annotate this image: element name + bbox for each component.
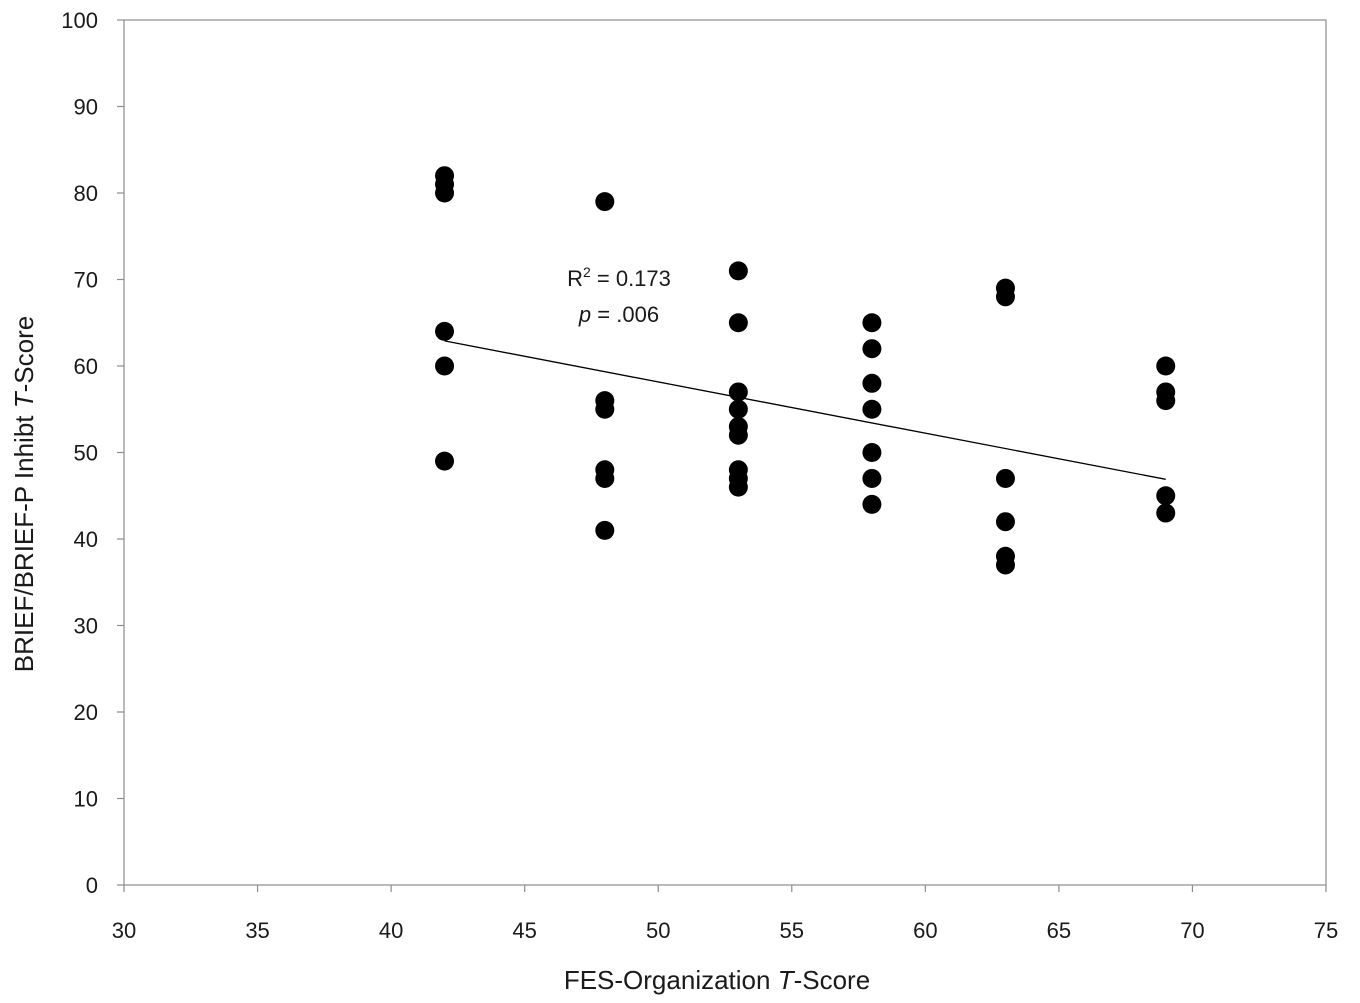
- data-point: [435, 321, 455, 341]
- data-point: [1156, 503, 1176, 523]
- x-tick-label: 55: [780, 918, 804, 943]
- y-tick-label: 40: [74, 527, 98, 552]
- data-point: [1156, 356, 1176, 376]
- data-point: [862, 399, 882, 419]
- plot-area: [123, 19, 1327, 886]
- x-tick-label: 40: [379, 918, 403, 943]
- x-tick-label: 50: [646, 918, 670, 943]
- data-point: [862, 443, 882, 462]
- x-tick-label: 65: [1047, 918, 1071, 943]
- data-point: [595, 468, 615, 488]
- data-point: [435, 183, 455, 203]
- data-point: [728, 399, 748, 419]
- x-tick-label: 30: [112, 918, 136, 943]
- data-point: [862, 339, 882, 359]
- x-tick-label: 75: [1314, 918, 1338, 943]
- data-points: [435, 166, 1176, 575]
- data-point: [728, 477, 748, 497]
- data-point: [862, 373, 882, 393]
- data-point: [435, 356, 455, 376]
- data-point: [595, 399, 615, 419]
- trendline: [444, 340, 1166, 480]
- x-tick-label: 60: [913, 918, 937, 943]
- y-tick-label: 100: [61, 8, 98, 33]
- y-tick-label: 90: [74, 95, 98, 120]
- data-point: [995, 512, 1015, 532]
- y-tick-label: 20: [74, 700, 98, 725]
- y-tick-label: 0: [86, 873, 98, 898]
- x-tick-label: 35: [245, 918, 269, 943]
- data-point: [728, 261, 748, 281]
- p-value-annotation: p = .006: [578, 302, 659, 327]
- data-point: [595, 192, 615, 212]
- y-axis-title: BRIEF/BRIEF-P Inhibt T-Score: [9, 316, 39, 672]
- y-tick-label: 70: [74, 268, 98, 293]
- data-point: [995, 468, 1015, 488]
- r-squared-annotation: R2 = 0.173: [567, 264, 671, 291]
- data-point: [995, 555, 1015, 575]
- data-point: [728, 425, 748, 445]
- x-tick-label: 45: [512, 918, 536, 943]
- data-point: [862, 313, 882, 333]
- x-axis-ticks: 30 35 40 45 50 55 60 65 70 75: [112, 885, 1338, 943]
- y-tick-label: 50: [74, 441, 98, 466]
- data-point: [728, 382, 748, 402]
- data-point: [862, 494, 882, 514]
- data-point: [1156, 391, 1176, 411]
- y-tick-label: 60: [74, 354, 98, 379]
- data-point: [1156, 486, 1176, 506]
- y-tick-label: 80: [74, 181, 98, 206]
- data-point: [995, 287, 1015, 307]
- data-point: [595, 520, 615, 540]
- y-tick-label: 10: [74, 787, 98, 812]
- x-axis-title: FES-Organization T-Score: [564, 965, 870, 995]
- trendline-group: [444, 340, 1166, 480]
- x-tick-label: 70: [1180, 918, 1204, 943]
- data-point: [435, 451, 455, 471]
- y-axis-ticks: 0 10 20 30 40 50 60 70 80 90 100: [61, 8, 124, 898]
- data-point: [728, 313, 748, 333]
- y-tick-label: 30: [74, 614, 98, 639]
- data-point: [862, 468, 882, 488]
